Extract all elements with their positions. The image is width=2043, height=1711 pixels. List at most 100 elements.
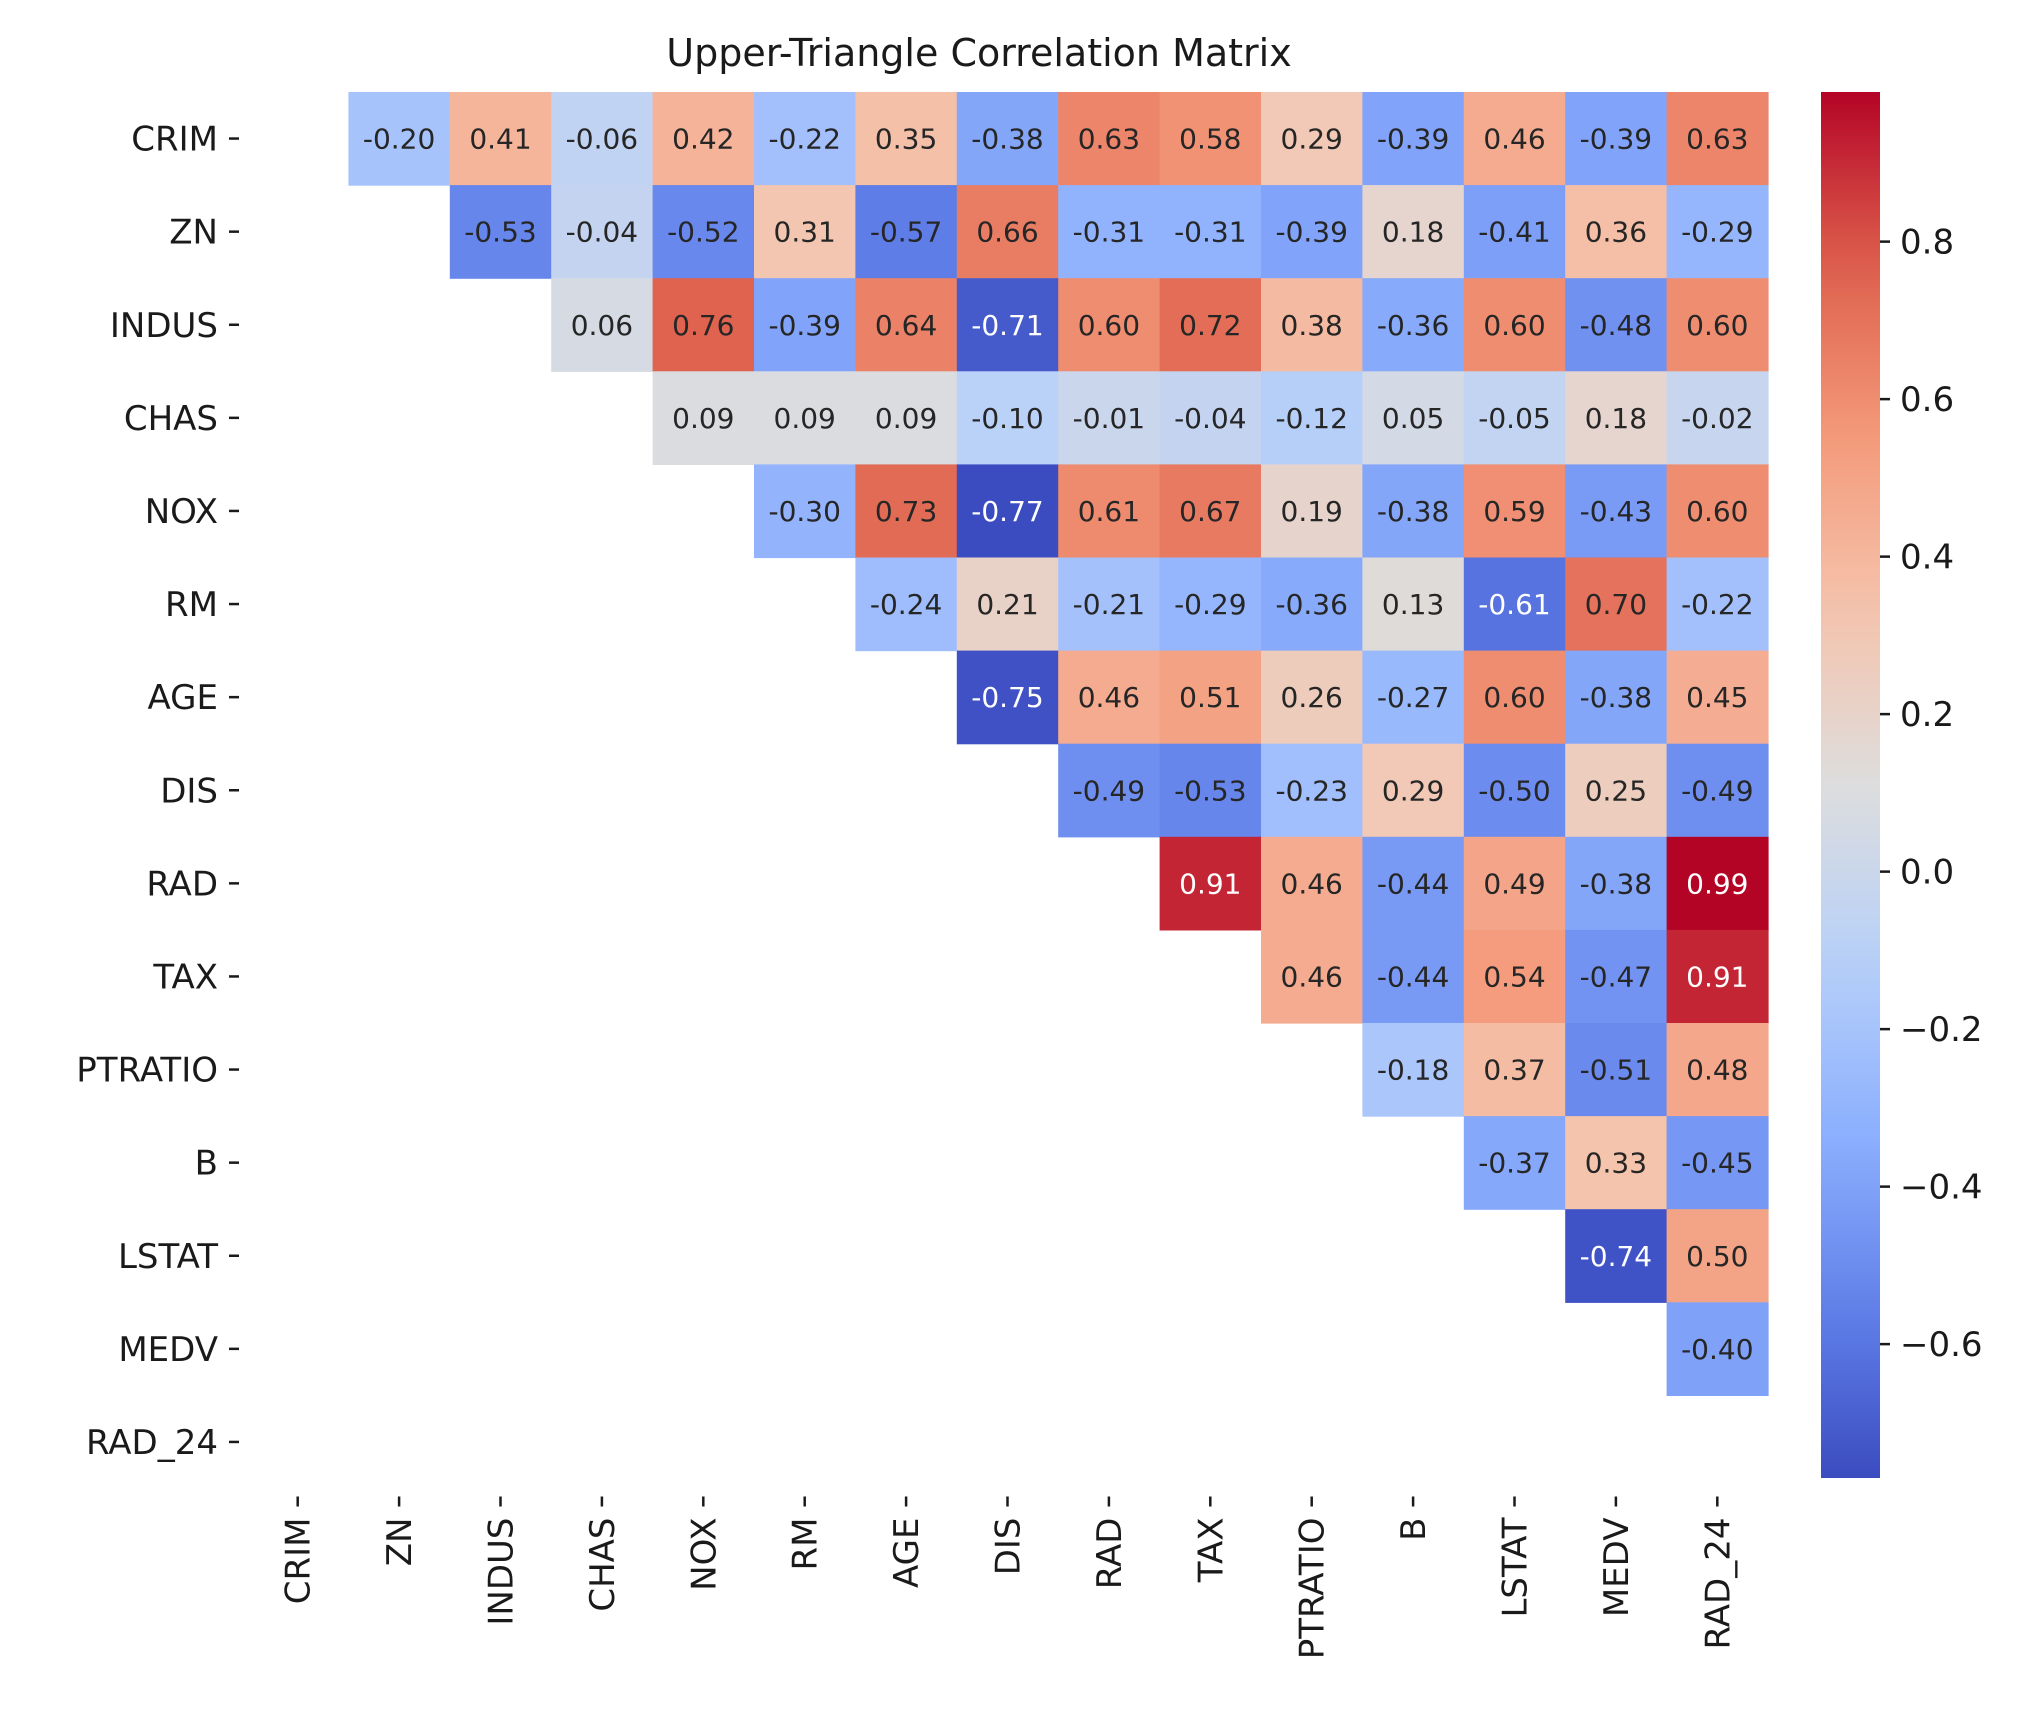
colorbar-tick-label: 0.6 xyxy=(1900,380,1954,420)
cell-label-CRIM-LSTAT: 0.46 xyxy=(1483,123,1545,156)
heatmap-cell-TAX-LSTAT xyxy=(1463,929,1566,1024)
heatmap-cell-INDUS-CHAS xyxy=(551,278,654,372)
colorbar-tick-label: −0.6 xyxy=(1900,1325,1983,1365)
cell-label-ZN-PTRATIO: -0.39 xyxy=(1275,216,1347,249)
y-tick-label-RM: RM xyxy=(165,585,218,625)
cell-label-RM-B: 0.13 xyxy=(1382,588,1444,621)
heatmap-cell-CHAS-AGE xyxy=(855,371,958,465)
heatmap-cell-RM-RAD xyxy=(1058,557,1161,652)
cell-label-INDUS-NOX: 0.76 xyxy=(672,309,734,342)
cell-label-CHAS-RAD_24: -0.02 xyxy=(1681,402,1753,435)
y-tick-label-DIS: DIS xyxy=(160,771,218,811)
cell-label-INDUS-CHAS: 0.06 xyxy=(571,309,633,342)
cell-label-NOX-RM: -0.30 xyxy=(768,495,840,528)
heatmap-cell-CHAS-MEDV xyxy=(1565,371,1668,465)
y-tick-label-RAD_24: RAD_24 xyxy=(86,1423,218,1463)
heatmap-cell-CHAS-RAD_24 xyxy=(1666,371,1769,465)
cell-label-ZN-RAD: -0.31 xyxy=(1073,216,1145,249)
heatmap-cell-MEDV-RAD_24 xyxy=(1666,1302,1769,1396)
x-tick-label-NOX: NOX xyxy=(684,1518,724,1591)
cell-label-AGE-MEDV: -0.38 xyxy=(1580,681,1652,714)
heatmap-cell-DIS-PTRATIO xyxy=(1261,743,1363,838)
heatmap-cell-INDUS-PTRATIO xyxy=(1261,278,1363,372)
y-tick-label-CRIM: CRIM xyxy=(131,120,218,160)
cell-label-RAD-MEDV: -0.38 xyxy=(1580,867,1652,900)
heatmap-cell-NOX-MEDV xyxy=(1565,464,1668,559)
heatmap-cell-CRIM-TAX xyxy=(1159,92,1262,186)
heatmap-cell-INDUS-AGE xyxy=(855,278,958,372)
heatmap-cell-CHAS-LSTAT xyxy=(1463,371,1566,465)
cell-label-INDUS-LSTAT: 0.60 xyxy=(1483,309,1545,342)
heatmap-cell-RAD-TAX xyxy=(1159,836,1262,931)
cell-label-AGE-PTRATIO: 0.26 xyxy=(1281,681,1343,714)
cell-label-NOX-LSTAT: 0.59 xyxy=(1483,495,1545,528)
cell-label-AGE-DIS: -0.75 xyxy=(971,681,1043,714)
cell-label-NOX-MEDV: -0.43 xyxy=(1580,495,1652,528)
cell-label-DIS-MEDV: 0.25 xyxy=(1585,774,1647,807)
heatmap-cell-B-MEDV xyxy=(1565,1116,1668,1210)
x-tick-label-RM: RM xyxy=(786,1518,826,1571)
cell-label-NOX-PTRATIO: 0.19 xyxy=(1281,495,1343,528)
cell-label-INDUS-RM: -0.39 xyxy=(768,309,840,342)
cell-label-INDUS-RAD_24: 0.60 xyxy=(1686,309,1748,342)
cell-label-DIS-RAD_24: -0.49 xyxy=(1681,774,1753,807)
colorbar-tick-label: 0.0 xyxy=(1900,853,1954,893)
heatmap-cell-CRIM-PTRATIO xyxy=(1261,92,1363,186)
heatmap-cell-RAD-RAD_24 xyxy=(1666,836,1769,931)
heatmap-cell-AGE-TAX xyxy=(1159,650,1262,745)
heatmap-cell-NOX-LSTAT xyxy=(1463,464,1566,559)
heatmap-cell-RM-MEDV xyxy=(1565,557,1668,652)
cell-label-ZN-B: 0.18 xyxy=(1382,216,1444,249)
cell-label-RM-LSTAT: -0.61 xyxy=(1478,588,1550,621)
heatmap-cell-CRIM-NOX xyxy=(652,92,755,186)
cell-label-MEDV-RAD_24: -0.40 xyxy=(1681,1333,1753,1366)
cell-label-AGE-LSTAT: 0.60 xyxy=(1483,681,1545,714)
cell-label-RAD-TAX: 0.91 xyxy=(1179,867,1241,900)
cell-label-TAX-RAD_24: 0.91 xyxy=(1686,960,1748,993)
cell-label-CHAS-NOX: 0.09 xyxy=(672,402,734,435)
cell-label-CHAS-RM: 0.09 xyxy=(774,402,836,435)
heatmap-cell-CRIM-ZN xyxy=(348,92,451,186)
cell-label-NOX-RAD: 0.61 xyxy=(1078,495,1140,528)
heatmap-cell-DIS-TAX xyxy=(1159,743,1262,838)
x-tick-label-RAD_24: RAD_24 xyxy=(1698,1518,1738,1650)
x-tick-label-MEDV: MEDV xyxy=(1597,1518,1637,1618)
heatmap-cell-CHAS-PTRATIO xyxy=(1261,371,1363,465)
heatmap-cell-CRIM-RAD xyxy=(1058,92,1161,186)
x-tick-label-B: B xyxy=(1394,1518,1434,1541)
heatmap-cell-CRIM-LSTAT xyxy=(1463,92,1566,186)
heatmap-cell-TAX-PTRATIO xyxy=(1261,929,1363,1024)
cell-label-RAD-RAD_24: 0.99 xyxy=(1686,867,1748,900)
cell-label-CRIM-MEDV: -0.39 xyxy=(1580,123,1652,156)
heatmap-cell-ZN-CHAS xyxy=(551,185,654,279)
x-tick-label-ZN: ZN xyxy=(380,1518,420,1567)
heatmap-cell-B-LSTAT xyxy=(1463,1116,1566,1210)
y-tick-label-MEDV: MEDV xyxy=(118,1330,218,1370)
heatmap-cell-CRIM-INDUS xyxy=(449,92,552,186)
heatmap-cell-B-RAD_24 xyxy=(1666,1116,1769,1210)
heatmap-cell-INDUS-DIS xyxy=(956,278,1059,372)
heatmap-cell-ZN-NOX xyxy=(652,185,755,279)
cell-label-B-RAD_24: -0.45 xyxy=(1681,1147,1753,1180)
x-tick-label-INDUS: INDUS xyxy=(482,1518,522,1626)
heatmap-cell-NOX-RAD_24 xyxy=(1666,464,1769,559)
cell-label-AGE-RAD_24: 0.45 xyxy=(1686,681,1748,714)
heatmap-cell-AGE-RAD xyxy=(1058,650,1161,745)
heatmap-cell-PTRATIO-RAD_24 xyxy=(1666,1023,1769,1117)
cell-label-TAX-PTRATIO: 0.46 xyxy=(1281,960,1343,993)
cell-label-CRIM-PTRATIO: 0.29 xyxy=(1281,123,1343,156)
cell-label-DIS-B: 0.29 xyxy=(1382,774,1444,807)
cell-label-RM-PTRATIO: -0.36 xyxy=(1275,588,1347,621)
heatmap-cell-ZN-AGE xyxy=(855,185,958,279)
cell-label-NOX-DIS: -0.77 xyxy=(971,495,1043,528)
heatmap-cell-RM-AGE xyxy=(855,557,958,652)
x-tick-label-AGE: AGE xyxy=(887,1518,927,1589)
cell-label-DIS-RAD: -0.49 xyxy=(1073,774,1145,807)
cell-label-B-LSTAT: -0.37 xyxy=(1478,1147,1550,1180)
heatmap-cell-INDUS-MEDV xyxy=(1565,278,1668,372)
cell-label-CRIM-RAD: 0.63 xyxy=(1078,123,1140,156)
heatmap-cell-CRIM-AGE xyxy=(855,92,958,186)
heatmap-cell-RM-RAD_24 xyxy=(1666,557,1769,652)
heatmap-cell-CRIM-RM xyxy=(754,92,856,186)
cell-label-TAX-LSTAT: 0.54 xyxy=(1483,960,1545,993)
